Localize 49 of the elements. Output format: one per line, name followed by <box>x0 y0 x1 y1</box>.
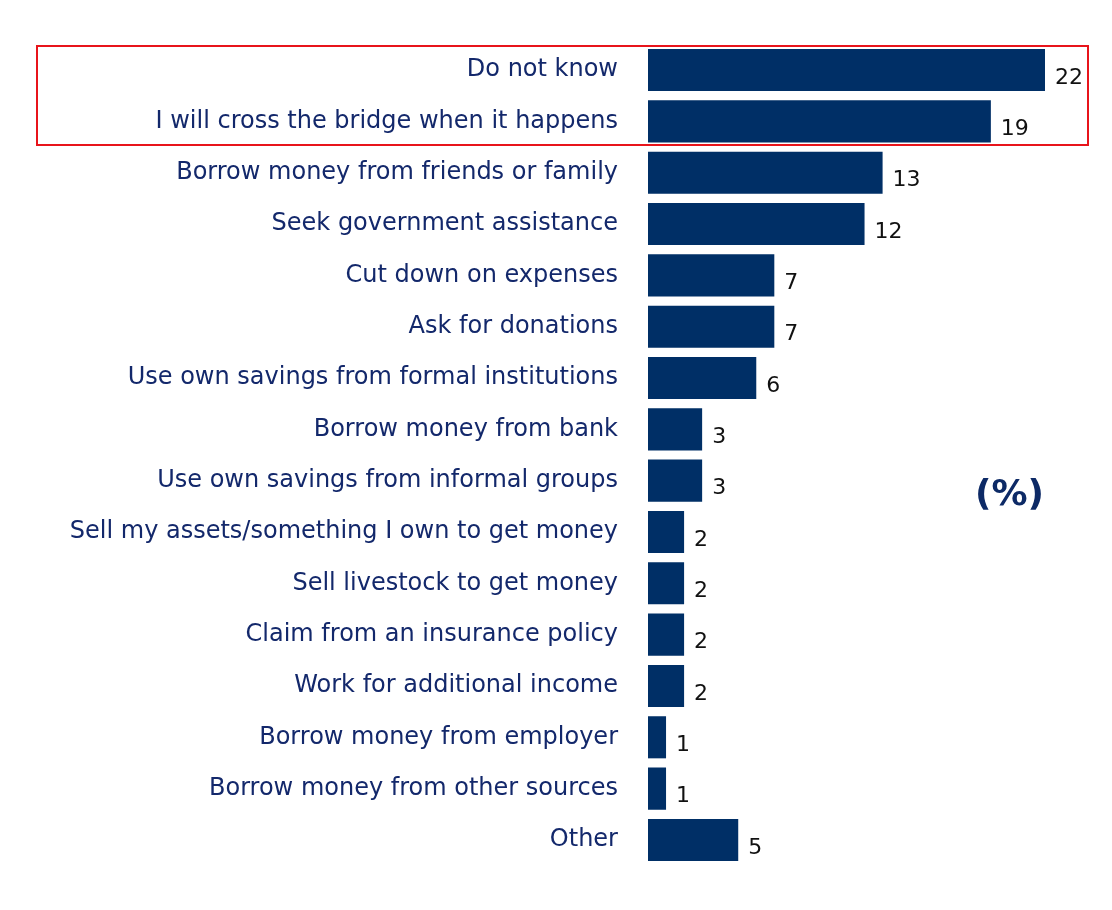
y-tick-label: Sell livestock to get money <box>292 567 618 596</box>
data-label: 13 <box>892 166 921 192</box>
bar <box>648 49 1045 92</box>
y-tick-label: Use own savings from informal groups <box>157 464 618 493</box>
bar <box>648 100 991 143</box>
y-tick-label: Other <box>549 824 619 853</box>
y-tick-label: Claim from an insurance policy <box>245 618 618 647</box>
data-label: 3 <box>712 423 727 449</box>
bar <box>648 818 739 861</box>
y-tick-label: I will cross the bridge when it happens <box>155 105 618 134</box>
y-tick-label: Use own savings from formal institutions <box>127 362 618 391</box>
data-label: 2 <box>694 679 709 705</box>
y-tick-label: Seek government assistance <box>271 208 618 237</box>
data-label: 1 <box>676 731 691 757</box>
y-tick-label: Work for additional income <box>294 670 618 699</box>
data-label: 7 <box>784 269 799 295</box>
bar <box>648 254 775 297</box>
data-label: 5 <box>748 833 763 859</box>
data-label: 22 <box>1055 63 1083 89</box>
data-label: 1 <box>676 782 691 808</box>
bar <box>648 716 667 759</box>
bar <box>648 664 685 708</box>
y-tick-label: Borrow money from bank <box>313 413 619 442</box>
bar <box>648 613 685 656</box>
bar <box>648 202 865 246</box>
annotation: (%) <box>975 472 1044 513</box>
data-label: 6 <box>766 371 781 397</box>
data-label: 2 <box>694 628 709 654</box>
data-label: 2 <box>694 577 709 603</box>
bar <box>648 767 667 810</box>
data-label: 12 <box>874 217 903 243</box>
y-tick-label: Sell my assets/something I own to get money <box>69 516 618 545</box>
data-label: 7 <box>784 320 799 346</box>
bar <box>648 151 883 194</box>
y-tick-label: Borrow money from employer <box>259 721 619 750</box>
bar <box>648 305 775 348</box>
data-label: 2 <box>694 525 709 551</box>
y-tick-label: Do not know <box>466 54 618 83</box>
bar <box>648 510 685 554</box>
bar <box>648 408 703 451</box>
y-tick-label: Borrow money from friends or family <box>176 156 618 185</box>
data-label: 19 <box>1000 115 1029 141</box>
y-tick-label: Ask for donations <box>408 310 618 339</box>
y-tick-label: Borrow money from other sources <box>209 772 618 801</box>
bar <box>648 459 703 502</box>
data-label: 3 <box>712 474 727 500</box>
y-tick-label: Cut down on expenses <box>345 259 618 288</box>
bar <box>648 562 685 605</box>
bar <box>648 356 757 400</box>
